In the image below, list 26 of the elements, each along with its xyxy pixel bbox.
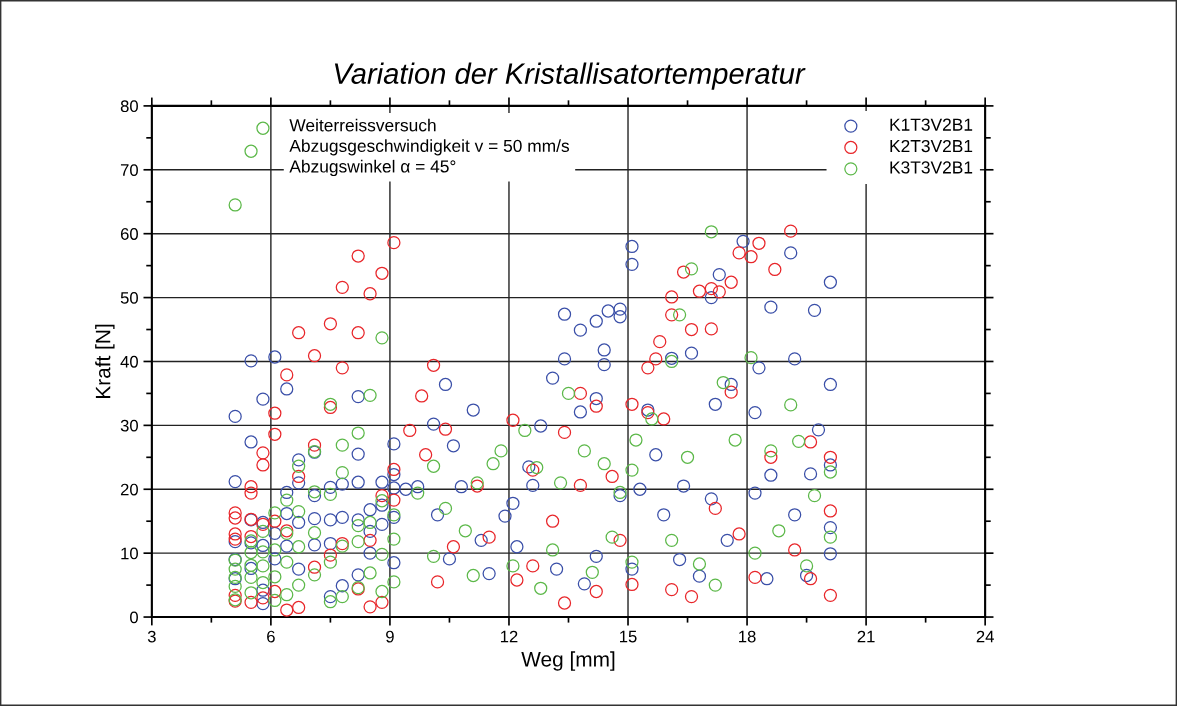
annotation: Abzugsgeschwindigkeit v = 50 mm/s [289, 139, 570, 156]
x-tick-label: 9 [386, 630, 394, 643]
x-tick-label: 3 [147, 630, 156, 643]
x-tick-label: 15 [620, 630, 637, 643]
annotation: Abzugswinkel α = 45° [289, 159, 456, 177]
y-tick-label: 30 [120, 419, 138, 432]
chart-title: Variation der Kristallisatortemperatur [334, 62, 806, 90]
x-tick-label: 21 [857, 630, 875, 643]
x-tick-label: 6 [267, 630, 275, 643]
y-tick-label: 0 [130, 611, 138, 624]
legend-label: K2T3V2B1 [890, 139, 973, 153]
y-tick-label: 40 [120, 355, 138, 368]
x-tick-label: 18 [739, 630, 756, 643]
y-tick-label: 70 [120, 164, 138, 176]
y-tick-label: 50 [120, 291, 138, 304]
y-tick-label: 80 [120, 100, 138, 113]
annotation: Weiterreissversuch [289, 118, 436, 132]
y-tick-label: 20 [120, 483, 138, 496]
legend-label: K1T3V2B1 [890, 118, 973, 131]
y-tick-label: 10 [121, 547, 138, 560]
x-tick-label: 12 [500, 630, 518, 643]
x-tick-label: 24 [976, 630, 994, 643]
y-tick-label: 60 [120, 228, 138, 240]
y-axis-title: Kraft [N] [95, 324, 115, 398]
legend-label: K3T3V2B1 [890, 161, 973, 174]
x-axis-title: Weg [mm] [521, 651, 615, 671]
